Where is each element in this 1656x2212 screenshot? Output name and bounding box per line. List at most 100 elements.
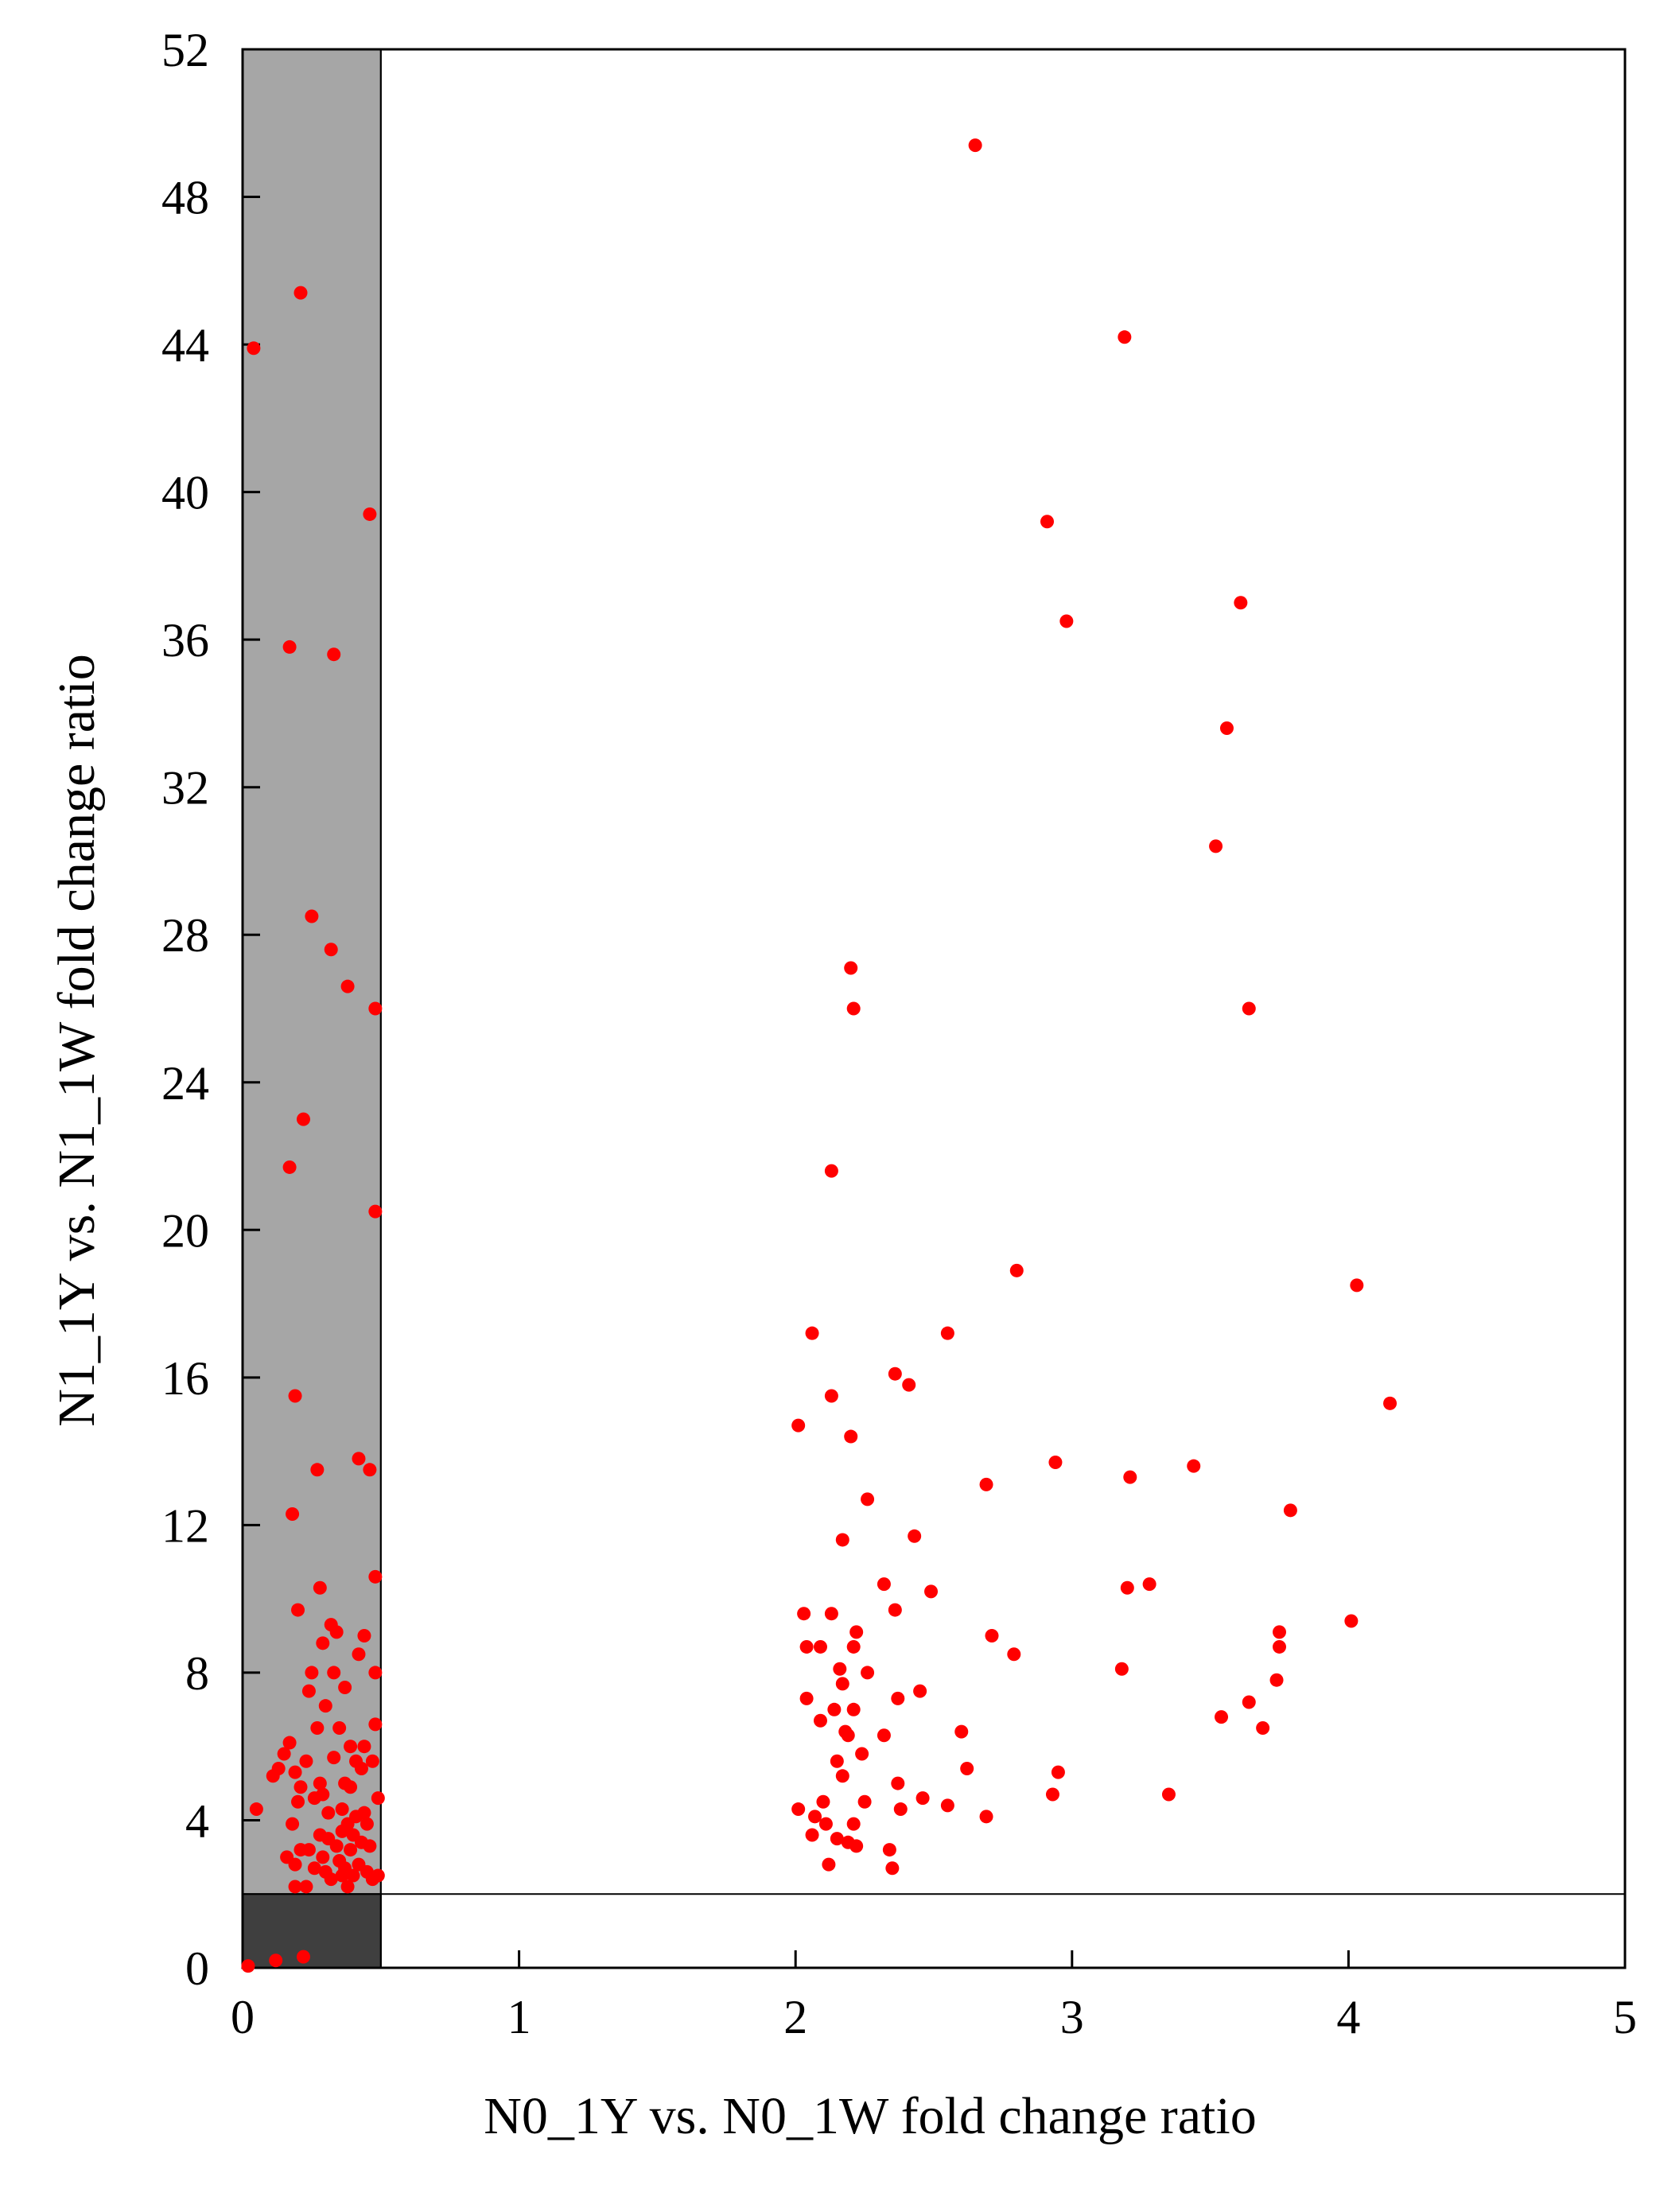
data-point xyxy=(305,909,319,923)
y-tick-label: 48 xyxy=(161,172,209,224)
data-point xyxy=(1215,1710,1229,1724)
data-point xyxy=(833,1662,847,1676)
data-point xyxy=(288,1765,302,1779)
data-point xyxy=(329,1625,344,1639)
data-point xyxy=(813,1713,827,1728)
data-point xyxy=(849,1839,864,1853)
data-point xyxy=(352,1452,366,1466)
data-point xyxy=(805,1326,819,1340)
data-point xyxy=(908,1529,922,1543)
data-point xyxy=(791,1418,806,1433)
data-point xyxy=(985,1629,999,1643)
data-point xyxy=(816,1794,830,1809)
y-tick-label: 36 xyxy=(161,614,209,667)
data-point xyxy=(307,1861,321,1876)
data-point xyxy=(1161,1787,1176,1802)
data-point xyxy=(344,1780,358,1794)
data-point xyxy=(357,1740,371,1754)
data-point xyxy=(846,1001,861,1016)
data-point xyxy=(849,1625,864,1639)
data-point xyxy=(902,1378,916,1392)
data-point xyxy=(249,1802,263,1817)
data-point xyxy=(286,1817,300,1831)
data-point xyxy=(371,1791,385,1806)
reference-lines xyxy=(243,49,1625,1968)
data-point xyxy=(891,1691,905,1705)
data-point xyxy=(813,1639,827,1654)
data-point xyxy=(269,1953,283,1968)
data-point xyxy=(885,1861,900,1876)
data-point xyxy=(313,1580,327,1595)
data-point xyxy=(830,1754,844,1768)
data-point xyxy=(835,1677,849,1691)
data-point xyxy=(822,1857,836,1872)
data-point xyxy=(1209,839,1223,853)
data-point xyxy=(363,507,377,521)
data-point xyxy=(1187,1459,1201,1473)
data-point xyxy=(1123,1470,1137,1484)
data-point xyxy=(291,1794,305,1809)
y-tick-label: 32 xyxy=(161,762,209,814)
data-point xyxy=(316,1636,330,1650)
data-point xyxy=(324,943,338,957)
data-point xyxy=(327,647,341,662)
data-point xyxy=(954,1724,969,1739)
data-point xyxy=(316,1787,330,1802)
data-point xyxy=(924,1584,939,1599)
data-point xyxy=(332,1721,347,1735)
data-point xyxy=(357,1629,371,1643)
shaded-region-1 xyxy=(242,1893,382,1969)
data-point xyxy=(857,1794,872,1809)
data-point xyxy=(288,1880,302,1894)
data-point xyxy=(846,1639,861,1654)
data-point xyxy=(282,1160,297,1174)
data-point xyxy=(301,1684,316,1698)
y-tick-label: 40 xyxy=(161,467,209,519)
data-point xyxy=(291,1603,305,1617)
data-point xyxy=(1007,1647,1021,1662)
data-point xyxy=(1256,1721,1270,1735)
data-point xyxy=(301,1843,316,1857)
data-point xyxy=(844,1429,858,1444)
data-point xyxy=(368,1001,383,1016)
data-point xyxy=(1219,721,1234,735)
data-point xyxy=(357,1806,371,1820)
data-point xyxy=(877,1577,891,1592)
data-point xyxy=(340,979,355,993)
data-point xyxy=(360,1817,374,1831)
data-point xyxy=(310,1721,325,1735)
data-point xyxy=(288,1857,302,1872)
x-tick-label: 2 xyxy=(783,1991,807,2043)
shaded-region-0 xyxy=(242,49,382,1969)
data-point xyxy=(327,1751,341,1765)
data-point xyxy=(363,1463,377,1477)
data-point xyxy=(277,1747,291,1761)
data-point xyxy=(346,1868,360,1883)
x-tick-label: 4 xyxy=(1336,1991,1360,2043)
data-point xyxy=(1118,330,1132,344)
data-point xyxy=(1120,1580,1134,1595)
data-point xyxy=(979,1810,993,1824)
data-point xyxy=(1242,1001,1256,1016)
data-point xyxy=(799,1639,814,1654)
data-point xyxy=(861,1666,875,1680)
data-point xyxy=(846,1817,861,1831)
data-point xyxy=(247,341,261,356)
y-tick-label: 8 xyxy=(185,1647,209,1700)
data-point xyxy=(805,1828,819,1842)
data-point xyxy=(882,1843,896,1857)
data-point xyxy=(799,1691,814,1705)
data-point xyxy=(282,639,297,654)
data-point xyxy=(310,1463,325,1477)
data-point xyxy=(299,1880,313,1894)
data-point xyxy=(824,1164,838,1178)
data-point xyxy=(313,1776,327,1790)
data-point xyxy=(335,1802,349,1817)
data-point xyxy=(324,1872,338,1887)
data-point xyxy=(321,1806,336,1820)
data-points xyxy=(241,138,1397,1973)
x-tick-label: 5 xyxy=(1613,1991,1637,2043)
data-point xyxy=(1283,1503,1297,1518)
data-point xyxy=(841,1728,855,1743)
